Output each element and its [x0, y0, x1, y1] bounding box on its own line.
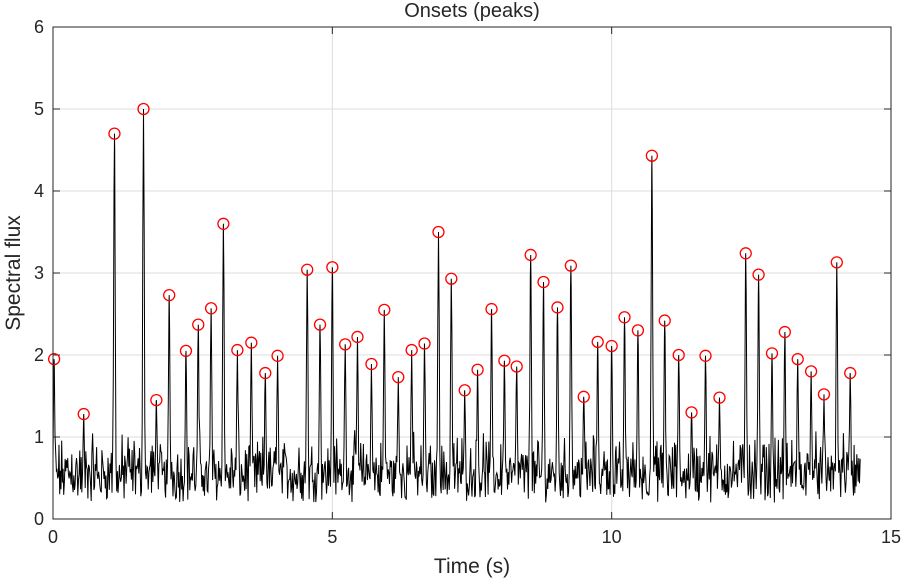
x-tick-label: 5 — [327, 527, 337, 547]
peak-marker — [804, 365, 818, 378]
peak-marker — [445, 272, 458, 285]
peak-marker — [672, 348, 685, 362]
x-tick-label: 10 — [602, 527, 622, 547]
peak-marker — [378, 303, 391, 317]
peak-marker — [179, 344, 193, 358]
peak-marker — [418, 337, 431, 350]
peak-marker — [47, 352, 61, 366]
x-tick-label: 15 — [881, 527, 901, 547]
peak-marker — [713, 391, 726, 404]
peak-marker — [365, 357, 378, 371]
peak-marker — [351, 330, 364, 344]
peak-marker — [791, 352, 804, 366]
tick-labels: 0 5 10 15 0 1 2 3 4 5 6 — [34, 17, 901, 547]
peak-marker — [405, 343, 418, 357]
peak-marker — [645, 149, 659, 162]
peak-marker — [591, 335, 604, 349]
peak-marker — [631, 324, 645, 337]
peak-marker — [150, 393, 163, 407]
peak-marker — [301, 263, 314, 276]
peak-marker — [231, 343, 244, 357]
peak-marker — [471, 363, 484, 376]
peak-marker — [577, 390, 590, 403]
peak-marker — [271, 349, 284, 362]
peak-markers — [47, 102, 857, 421]
peak-marker — [192, 318, 205, 331]
x-tick-label: 0 — [48, 527, 58, 547]
peak-marker — [510, 360, 523, 373]
peak-marker — [392, 370, 405, 384]
peak-marker — [498, 354, 511, 367]
peak-marker — [137, 102, 150, 116]
y-tick-label: 0 — [34, 509, 44, 529]
peak-marker — [765, 347, 779, 360]
peak-marker — [778, 325, 792, 339]
peak-marker — [817, 388, 831, 401]
peak-marker — [551, 301, 564, 314]
peak-marker — [685, 406, 698, 419]
y-axis-label: Spectral flux — [2, 215, 25, 331]
y-tick-label: 2 — [34, 345, 44, 365]
peak-marker — [217, 217, 230, 230]
peak-marker — [658, 314, 671, 327]
peak-marker — [564, 259, 578, 272]
peak-marker — [605, 339, 618, 353]
axes-frame — [52, 26, 892, 520]
y-tick-label: 3 — [34, 263, 44, 283]
x-axis-label: Time (s) — [434, 555, 510, 578]
peak-marker — [313, 318, 327, 331]
peak-marker — [245, 336, 258, 349]
peak-marker — [618, 311, 631, 324]
peak-marker — [752, 268, 765, 281]
peak-marker — [524, 248, 537, 262]
y-tick-label: 5 — [34, 99, 44, 119]
peak-marker — [163, 288, 176, 302]
peak-marker — [458, 384, 471, 397]
y-tick-label: 6 — [34, 17, 44, 37]
peak-marker — [537, 275, 550, 289]
peak-marker — [830, 256, 843, 269]
y-tick-label: 4 — [34, 181, 44, 201]
peak-marker — [108, 127, 121, 140]
peak-marker — [339, 338, 352, 351]
spectral-flux-line — [52, 108, 861, 503]
peak-marker — [432, 225, 445, 239]
peak-marker — [204, 302, 218, 315]
peak-marker — [739, 247, 752, 260]
chart-title: Onsets (peaks) — [404, 0, 540, 22]
peak-marker — [699, 349, 712, 362]
peak-marker — [485, 302, 498, 316]
y-tick-label: 1 — [34, 427, 44, 447]
peak-marker — [326, 261, 339, 274]
peak-marker — [77, 407, 90, 421]
peak-marker — [844, 366, 857, 380]
peak-marker — [259, 366, 272, 380]
